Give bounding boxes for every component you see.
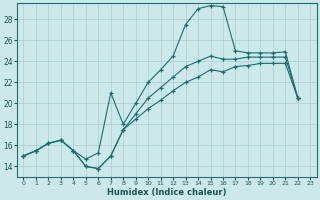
- X-axis label: Humidex (Indice chaleur): Humidex (Indice chaleur): [107, 188, 227, 197]
